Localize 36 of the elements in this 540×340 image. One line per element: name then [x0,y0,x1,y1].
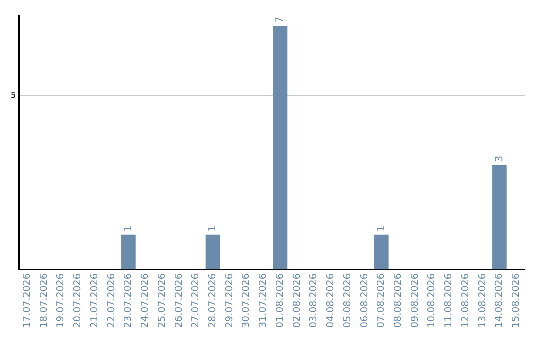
x-tick-label: 28.07.2026 [207,274,218,328]
x-tick-label: 15.08.2026 [511,274,522,328]
x-tick-label: 26.07.2026 [174,274,185,328]
x-tick-label: 18.07.2026 [38,274,50,328]
x-tick-label: 25.07.2026 [156,274,168,328]
x-tick-label: 08.08.2026 [392,274,404,328]
x-tick-label: 01.08.2026 [274,274,286,328]
x-tick-label: 17.07.2026 [22,274,33,328]
x-tick-label: 09.08.2026 [410,274,421,328]
x-tick-label: 11.08.2026 [444,274,455,328]
x-tick-label: 03.08.2026 [308,274,320,328]
x-tick-label: 02.08.2026 [292,274,303,328]
x-tick-label: 07.08.2026 [376,274,388,328]
x-tick-label: 05.08.2026 [342,274,354,328]
x-tick-label: 04.08.2026 [326,274,337,328]
x-tick-label: 30.07.2026 [241,274,252,328]
x-tick-label: 31.07.2026 [258,274,270,328]
x-tick-label: 06.08.2026 [359,274,370,328]
x-tick-label: 22.07.2026 [106,274,118,328]
x-tick-label: 14.08.2026 [494,274,506,328]
y-tick-label: 5 [10,90,16,100]
x-tick-label: 10.08.2026 [426,274,438,328]
data-label: 1 [208,225,219,232]
x-tick-label: 20.07.2026 [72,274,84,328]
data-label: 1 [123,225,134,232]
x-tick-label: 21.07.2026 [89,274,100,328]
data-label: 3 [494,156,506,162]
x-tick-label: 23.07.2026 [123,274,134,328]
x-tick-label: 13.08.2026 [477,274,488,328]
data-label: 1 [376,225,388,232]
x-tick-label: 29.07.2026 [224,274,236,328]
data-label: 7 [275,16,286,24]
x-tick-label: 19.07.2026 [56,274,67,328]
x-tick-label: 12.08.2026 [460,274,472,328]
x-tick-label: 24.07.2026 [140,274,152,328]
x-tick-label: 27.07.2026 [190,274,202,328]
